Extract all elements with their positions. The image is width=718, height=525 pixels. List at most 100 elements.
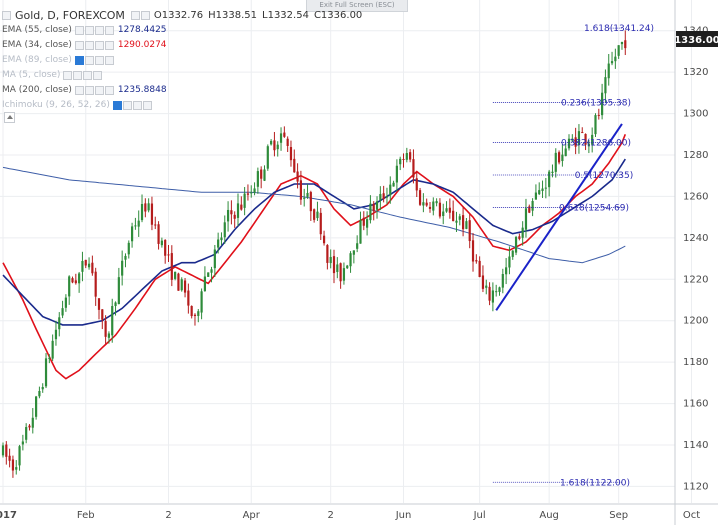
candle-body [74, 280, 77, 284]
indicator-controls [74, 41, 114, 50]
x-tick-label: Oct [683, 510, 700, 521]
y-tick-label: 1120 [683, 481, 708, 492]
eye-icon[interactable] [74, 26, 84, 35]
support-trendline[interactable] [495, 123, 623, 311]
eye-icon[interactable] [130, 11, 140, 20]
candle-body [438, 202, 442, 217]
candle-body [412, 159, 415, 178]
candle-body [524, 208, 528, 230]
source-icon[interactable] [94, 41, 104, 50]
candle-body [336, 264, 339, 272]
candle-body [362, 217, 365, 226]
indicator-row[interactable]: Ichimoku (9, 26, 52, 26) [2, 98, 367, 113]
close-icon[interactable] [104, 86, 114, 95]
candle-body [452, 210, 455, 222]
y-tick-label: 1180 [683, 357, 708, 368]
candle-body [614, 56, 617, 62]
source-icon[interactable] [94, 26, 104, 35]
y-tick-label: 1140 [683, 440, 708, 451]
legend-collapse-button[interactable] [4, 112, 15, 123]
candle-body [38, 390, 41, 397]
exit-fullscreen-button[interactable]: Exit Full Screen (ESC) [306, 0, 408, 12]
source-icon[interactable] [94, 86, 104, 95]
candle-body [528, 206, 531, 213]
close-icon[interactable] [142, 101, 152, 110]
eye-icon[interactable] [112, 101, 122, 110]
y-tick-label: 1240 [683, 233, 708, 244]
eye-icon[interactable] [74, 41, 84, 50]
fibonacci-levels: 1.618(1341.24) 0.236(1305.38) 0.382(1286.0… [492, 24, 654, 488]
candle-body [140, 203, 144, 221]
low-value: L1332.54 [262, 9, 309, 21]
candle-body [160, 240, 163, 246]
source-icon[interactable] [94, 56, 104, 65]
candle-body [207, 272, 210, 277]
indicator-controls [74, 26, 114, 35]
indicator-row[interactable]: EMA (89, close) [2, 53, 367, 68]
settings-icon[interactable] [122, 101, 132, 110]
candle-body [243, 193, 246, 208]
close-icon[interactable] [93, 71, 103, 80]
candle-body [170, 253, 173, 280]
indicator-row[interactable]: EMA (34, close) 1290.0274 [2, 38, 367, 53]
close-icon[interactable] [104, 56, 114, 65]
candle-body [107, 333, 111, 338]
candle-body [322, 235, 326, 244]
indicator-label: EMA (34, close) [2, 40, 72, 50]
settings-icon[interactable] [84, 26, 94, 35]
candle-body [289, 147, 293, 161]
candle-body [157, 224, 160, 244]
indicator-row[interactable]: MA (200, close) 1235.8848 [2, 83, 367, 98]
candle-body [316, 211, 319, 219]
candle-body [514, 237, 518, 253]
candle-body [31, 417, 34, 428]
candle-body [349, 253, 352, 267]
fib-level-label: 0.236(1305.38) [561, 98, 631, 108]
candle-body [124, 255, 127, 260]
candle-body [97, 298, 101, 310]
candle-body [548, 171, 551, 188]
settings-icon[interactable] [84, 41, 94, 50]
candle-body [309, 192, 312, 212]
candle-body [246, 193, 250, 195]
candle-body [591, 134, 594, 145]
candle-body [91, 262, 94, 274]
settings-icon[interactable] [73, 71, 83, 80]
indicator-label: EMA (55, close) [2, 25, 72, 35]
collapse-icon[interactable] [2, 11, 11, 20]
candle-body [303, 197, 306, 199]
settings-icon[interactable] [140, 11, 150, 20]
eye-icon[interactable] [74, 56, 84, 65]
last-price-badge [676, 31, 718, 47]
close-icon[interactable] [104, 41, 114, 50]
settings-icon[interactable] [84, 56, 94, 65]
candle-body [495, 291, 498, 293]
settings-icon[interactable] [84, 86, 94, 95]
fib-level-label: 1.618(1122.00) [560, 478, 630, 488]
candle-body [263, 169, 266, 181]
candle-body [405, 153, 408, 160]
candle-body [174, 271, 177, 279]
y-tick-label: 1160 [683, 399, 708, 410]
candle-body [190, 306, 193, 317]
candle-body [127, 242, 130, 255]
candle-body [346, 265, 349, 269]
candle-body [564, 148, 567, 157]
symbol-settings-icons [130, 11, 150, 20]
close-icon[interactable] [104, 26, 114, 35]
indicator-row[interactable]: MA (5, close) [2, 68, 367, 83]
indicator-row[interactable]: EMA (55, close) 1278.4425 [2, 23, 367, 38]
source-icon[interactable] [83, 71, 93, 80]
candle-body [342, 268, 346, 281]
candle-body [471, 240, 475, 262]
candle-body [491, 290, 494, 303]
eye-icon[interactable] [63, 71, 73, 80]
candle-body [193, 314, 197, 317]
candle-body [607, 63, 610, 79]
symbol-title: Gold, D, FOREXCOM [15, 9, 125, 22]
candle-body [293, 158, 296, 173]
source-icon[interactable] [132, 101, 142, 110]
eye-icon[interactable] [74, 86, 84, 95]
candle-body [164, 239, 167, 256]
candle-body [54, 329, 58, 340]
